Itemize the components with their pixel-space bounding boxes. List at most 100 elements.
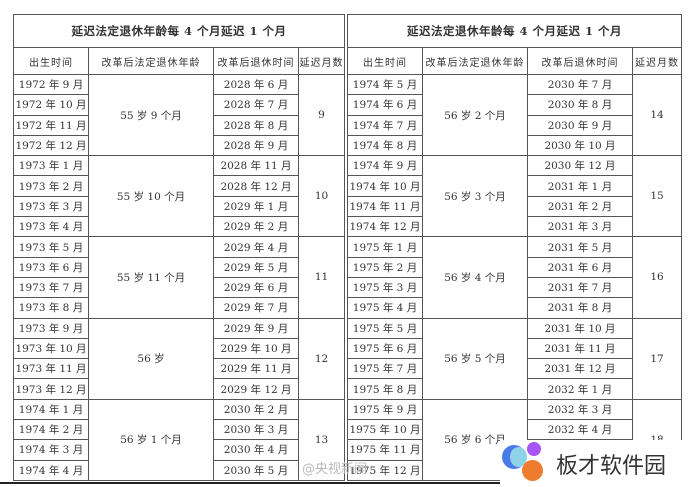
retirement-date-cell: 2029 年 5 月 <box>213 256 299 278</box>
retirement-age-cell: 56 岁 2 个月 <box>422 73 528 157</box>
birth-date-cell: 1972 年 12 月 <box>13 134 89 157</box>
birth-date-cell: 1975 年 3 月 <box>347 276 423 299</box>
table-row: 1975 年 6 月 2031 年 11 月 <box>347 337 682 360</box>
table-row: 1974 年 6 月 2030 年 8 月 <box>347 94 682 116</box>
column-header: 改革后法定退休年龄 <box>88 47 214 75</box>
birth-date-cell: 1972 年 10 月 <box>13 94 89 116</box>
retirement-date-cell: 2030 年 2 月 <box>213 398 299 421</box>
table-row: 1974 年 10 月 2031 年 1 月 <box>347 175 682 197</box>
column-header: 延迟月数 <box>297 47 346 75</box>
retirement-date-cell: 2030 年 3 月 <box>213 419 299 441</box>
birth-date-cell: 1973 年 5 月 <box>13 236 89 258</box>
birth-date-cell: 1973 年 11 月 <box>13 358 89 380</box>
table-row: 1974 年 11 月 2031 年 2 月 <box>347 195 682 218</box>
title-row: 延迟法定退休年龄每 4 个月延迟 1 个月 <box>12 14 346 48</box>
birth-date-cell: 1974 年 1 月 <box>13 398 89 421</box>
birth-date-cell: 1975 年 9 月 <box>347 398 423 421</box>
logo-mark-icon <box>500 440 550 487</box>
birth-date-cell: 1975 年 8 月 <box>347 378 423 400</box>
title-row: 延迟法定退休年龄每 4 个月延迟 1 个月 <box>346 14 683 48</box>
table-row: 1975 年 7 月 2031 年 12 月 <box>347 358 682 380</box>
retirement-date-cell: 2029 年 1 月 <box>213 195 299 218</box>
table-row: 1974 年 8 月 2030 年 10 月 <box>347 134 682 157</box>
birth-date-cell: 1973 年 8 月 <box>13 297 89 319</box>
table-right: 延迟法定退休年龄每 4 个月延迟 1 个月 出生时间 改革后法定退休年龄 改革后退休时… <box>346 14 683 481</box>
birth-date-cell: 1973 年 4 月 <box>13 216 89 238</box>
table-title: 延迟法定退休年龄每 4 个月延迟 1 个月 <box>12 14 346 48</box>
table-row: 1975 年 8 月 2032 年 1 月 <box>347 378 682 400</box>
birth-date-cell: 1975 年 11 月 <box>347 439 423 461</box>
retirement-date-cell: 2029 年 7 月 <box>213 297 299 319</box>
birth-date-cell: 1975 年 5 月 <box>347 317 423 339</box>
retirement-date-cell: 2030 年 8 月 <box>527 94 633 116</box>
delay-months-cell: 11 <box>297 236 346 319</box>
birth-date-cell: 1975 年 12 月 <box>347 459 423 481</box>
retirement-age-cell: 56 岁 4 个月 <box>422 236 528 319</box>
birth-date-cell: 1973 年 9 月 <box>13 317 89 339</box>
table-row: 1974 年 12 月 2031 年 3 月 <box>347 216 682 238</box>
table-row: 1973 年 6 月 2029 年 5 月 <box>13 256 345 278</box>
retirement-date-cell: 2030 年 7 月 <box>527 73 633 96</box>
table-row: 1973 年 4 月 2029 年 2 月 <box>13 216 345 238</box>
page-bottom-rule <box>0 482 500 484</box>
table-row: 1974 年 1 月 56 岁 1 个月 2030 年 2 月 13 <box>13 398 346 481</box>
table-row: 1975 年 10 月 2032 年 4 月 <box>347 419 682 441</box>
retirement-date-cell: 2031 年 10 月 <box>527 317 633 339</box>
column-header: 延迟月数 <box>631 47 683 75</box>
retirement-date-cell: 2032 年 1 月 <box>527 378 633 400</box>
birth-date-cell: 1973 年 1 月 <box>13 155 89 177</box>
retirement-date-cell: 2032 年 4 月 <box>527 419 633 441</box>
birth-date-cell: 1974 年 5 月 <box>347 73 423 96</box>
table-row: 1975 年 1 月 56 岁 4 个月 2031 年 5 月 16 <box>347 236 683 319</box>
birth-date-cell: 1975 年 6 月 <box>347 337 423 360</box>
retirement-date-cell: 2031 年 5 月 <box>527 236 633 258</box>
retirement-date-cell: 2031 年 11 月 <box>527 337 633 360</box>
delay-months-cell: 17 <box>631 317 683 400</box>
table-row: 1973 年 1 月 55 岁 10 个月 2028 年 11 月 10 <box>13 155 346 238</box>
retirement-date-cell: 2031 年 3 月 <box>527 216 633 238</box>
table-row: 1973 年 11 月 2029 年 11 月 <box>13 358 345 380</box>
delay-months-cell: 14 <box>631 73 683 157</box>
table-row: 1973 年 3 月 2029 年 1 月 <box>13 195 345 218</box>
retirement-date-cell: 2031 年 8 月 <box>527 297 633 319</box>
birth-date-cell: 1975 年 7 月 <box>347 358 423 380</box>
column-header: 改革后退休时间 <box>527 47 633 75</box>
birth-date-cell: 1973 年 7 月 <box>13 276 89 299</box>
birth-date-cell: 1975 年 1 月 <box>347 236 423 258</box>
birth-date-cell: 1974 年 2 月 <box>13 419 89 441</box>
table-row: 1975 年 5 月 56 岁 5 个月 2031 年 10 月 17 <box>347 317 683 400</box>
table-row: 1973 年 10 月 2029 年 10 月 <box>13 337 345 360</box>
birth-date-cell: 1974 年 4 月 <box>13 459 89 481</box>
birth-date-cell: 1974 年 12 月 <box>347 216 423 238</box>
table-row: 1973 年 12 月 2029 年 12 月 <box>13 378 345 400</box>
delay-months-cell: 12 <box>297 317 346 400</box>
delay-months-cell: 13 <box>297 398 346 481</box>
retirement-date-cell: 2030 年 10 月 <box>527 134 633 157</box>
retirement-age-cell: 56 岁 5 个月 <box>422 317 528 400</box>
retirement-date-cell: 2031 年 12 月 <box>527 358 633 380</box>
retirement-date-cell: 2029 年 9 月 <box>213 317 299 339</box>
birth-date-cell: 1974 年 10 月 <box>347 175 423 197</box>
retirement-age-cell: 55 岁 9 个月 <box>88 73 214 157</box>
birth-date-cell: 1973 年 12 月 <box>13 378 89 400</box>
birth-date-cell: 1973 年 6 月 <box>13 256 89 278</box>
delay-months-cell: 16 <box>631 236 683 319</box>
retirement-date-cell: 2031 年 6 月 <box>527 256 633 278</box>
retirement-date-cell: 2029 年 6 月 <box>213 276 299 299</box>
table-row: 1975 年 4 月 2031 年 8 月 <box>347 297 682 319</box>
table-row: 1974 年 7 月 2030 年 9 月 <box>347 114 682 136</box>
retirement-age-cell: 56 岁 3 个月 <box>422 155 528 238</box>
table-row: 1973 年 7 月 2029 年 6 月 <box>13 276 345 299</box>
logo-dot <box>522 460 543 481</box>
birth-date-cell: 1972 年 11 月 <box>13 114 89 136</box>
birth-date-cell: 1974 年 11 月 <box>347 195 423 218</box>
retirement-age-cell: 55 岁 11 个月 <box>88 236 214 319</box>
birth-date-cell: 1972 年 9 月 <box>13 73 89 96</box>
delay-months-cell: 9 <box>297 73 346 157</box>
retirement-date-cell: 2028 年 9 月 <box>213 134 299 157</box>
birth-date-cell: 1973 年 3 月 <box>13 195 89 218</box>
retirement-date-cell: 2028 年 6 月 <box>213 73 299 96</box>
birth-date-cell: 1975 年 2 月 <box>347 256 423 278</box>
retirement-date-cell: 2028 年 12 月 <box>213 175 299 197</box>
